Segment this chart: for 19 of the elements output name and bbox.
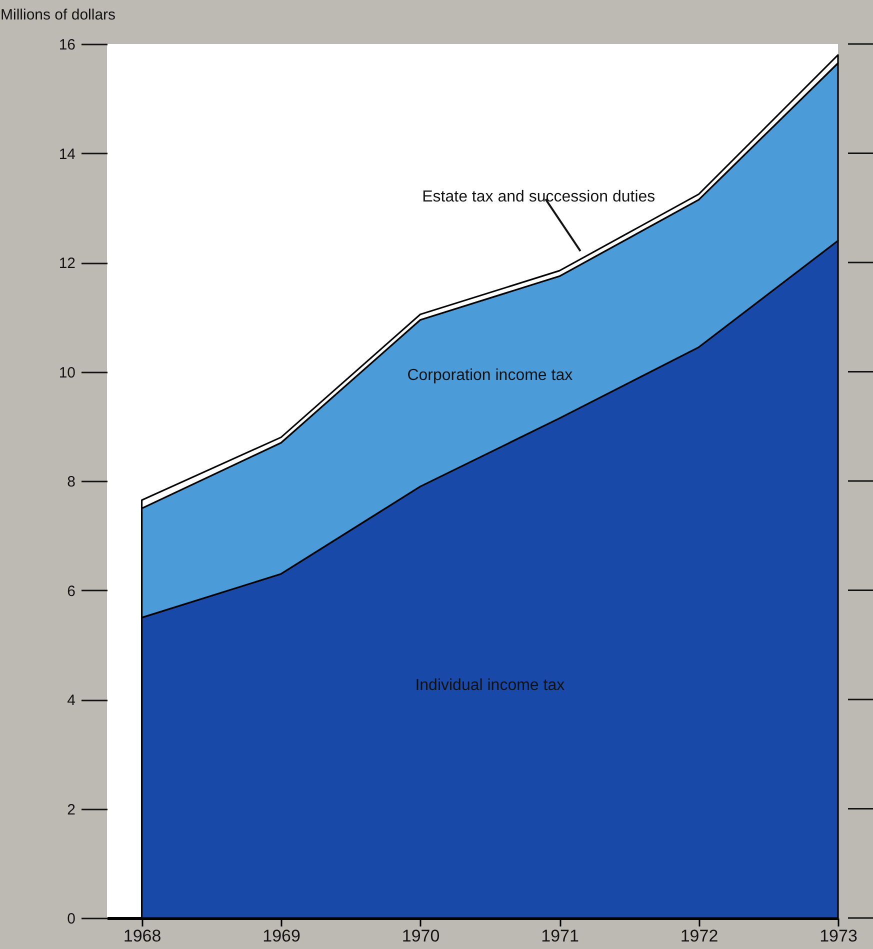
y-tick-label: 14 xyxy=(58,146,76,163)
y-tick-label: 2 xyxy=(67,801,76,818)
y-axis-title: Millions of dollars xyxy=(0,6,116,24)
series-label: Corporation income tax xyxy=(407,367,573,384)
y-tick-label: 10 xyxy=(58,364,76,382)
y-tick-label: 4 xyxy=(67,692,76,709)
x-tick-label: 1970 xyxy=(402,926,440,946)
x-tick-label: 1968 xyxy=(123,926,162,946)
y-tick-label: 8 xyxy=(67,474,76,490)
x-tick-label: 1972 xyxy=(680,926,718,946)
y-tick-label: 12 xyxy=(58,255,76,272)
x-tick-label: 1969 xyxy=(262,926,300,946)
y-tick-label: 16 xyxy=(58,36,76,54)
y-tick-label: 0 xyxy=(67,910,76,928)
x-tick-label: 1971 xyxy=(541,926,579,946)
y-tick-label: 6 xyxy=(67,582,76,600)
series-label: Individual income tax xyxy=(415,677,565,694)
series-label: Estate tax and succession duties xyxy=(422,188,656,206)
x-tick-label: 1973 xyxy=(820,926,858,946)
